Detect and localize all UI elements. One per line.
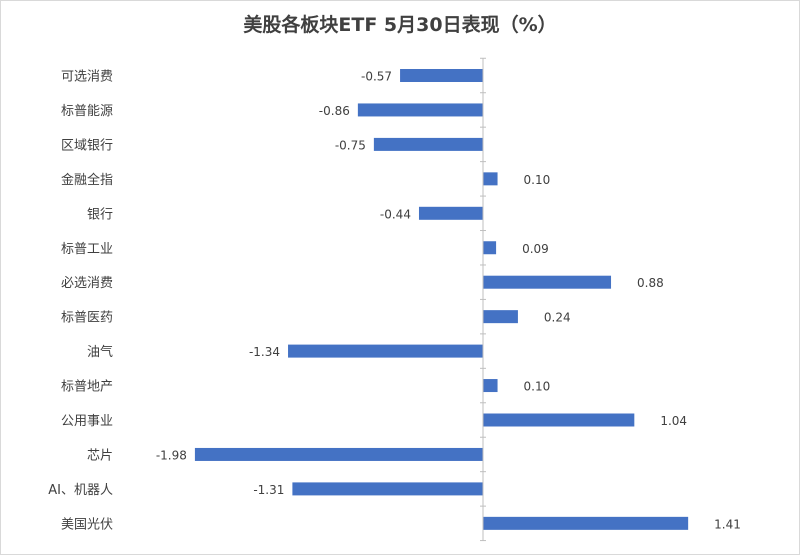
labels-layer: 可选消费 -0.57 标普能源 -0.86 区域银行 -0.75 金融全指 0.10 银行 -0.…: [48, 70, 741, 533]
data-label: -1.34: [249, 345, 280, 359]
data-label: -0.57: [361, 70, 392, 84]
bars-layer: [194, 69, 689, 530]
bar: [483, 379, 498, 393]
category-label: AI、机器人: [48, 483, 113, 498]
category-label: 油气: [87, 344, 113, 360]
category-label: 芯片: [87, 448, 113, 463]
data-label: 1.41: [714, 517, 741, 531]
category-label: 区域银行: [61, 138, 113, 153]
bar: [357, 103, 483, 117]
data-label: 0.10: [524, 173, 551, 187]
category-label: 公用事业: [61, 414, 113, 429]
category-label: 标普医药: [61, 311, 113, 326]
bar: [483, 413, 635, 427]
category-label: 美国光伏: [61, 517, 113, 532]
bar: [292, 482, 483, 496]
bar: [483, 172, 498, 186]
bar: [483, 516, 689, 530]
bar: [288, 344, 483, 358]
data-label: -0.86: [319, 104, 350, 118]
data-label: 1.04: [660, 414, 687, 428]
data-label: -0.44: [380, 207, 411, 221]
category-label: 金融全指: [61, 172, 113, 188]
bar: [194, 447, 483, 461]
data-label: 0.09: [522, 242, 549, 256]
chart-title: 美股各板块ETF 5月30日表现（%）: [243, 14, 557, 36]
bar: [483, 275, 612, 289]
data-label: 0.88: [637, 276, 664, 290]
category-label: 标普工业: [61, 242, 113, 257]
data-label: -0.75: [335, 138, 366, 152]
category-label: 可选消费: [61, 70, 113, 85]
category-label: 标普地产: [61, 380, 113, 395]
bar: [418, 206, 483, 220]
category-label: 银行: [87, 207, 113, 222]
bar: [483, 310, 518, 324]
category-label: 标普能源: [61, 104, 113, 119]
bar: [400, 69, 483, 82]
data-label: 0.24: [544, 311, 571, 325]
bar: [373, 137, 483, 151]
data-label: -1.98: [156, 448, 187, 462]
data-label: -1.31: [253, 483, 284, 497]
axis-layer: [480, 57, 486, 542]
data-label: 0.10: [524, 380, 551, 394]
bar: [483, 241, 497, 255]
category-label: 必选消费: [61, 276, 113, 291]
